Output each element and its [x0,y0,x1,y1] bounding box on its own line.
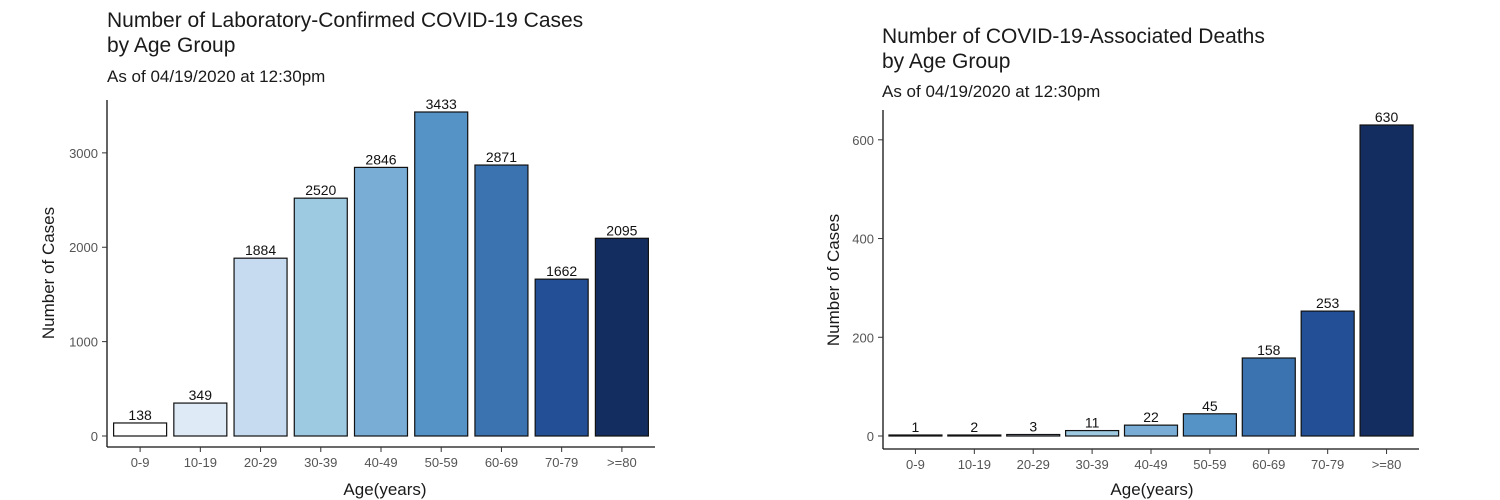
cases-x-tick-label: 30-39 [304,455,337,470]
cases-y-tick-label: 2000 [69,240,98,255]
cases-x-tick-label: 70-79 [545,455,578,470]
deaths-chart-title: Number of COVID-19-Associated Deaths by … [882,24,1265,74]
deaths-y-axis-title: Number of Cases [824,214,843,346]
cases-bar-0-9 [113,422,168,437]
cases-bar->=80 [594,237,649,437]
cases-chart-title: Number of Laboratory-Confirmed COVID-19 … [107,8,583,58]
cases-bar-50-59 [414,111,469,437]
cases-y-tick-label: 1000 [69,335,98,350]
cases-x-axis-title: Age(years) [343,480,426,499]
deaths-data-label: 630 [1375,109,1399,125]
cases-data-label: 1884 [245,242,276,258]
cases-y-tick-label: 0 [91,429,98,444]
deaths-x-tick-label: 30-39 [1075,457,1108,472]
deaths-bar-30-39 [1065,429,1120,437]
deaths-bar-50-59 [1182,413,1237,437]
cases-y-tick-label: 3000 [69,146,98,161]
deaths-bar-40-49 [1123,424,1179,437]
deaths-bar->=80 [1359,124,1414,437]
deaths-bar-70-79 [1300,310,1355,437]
deaths-x-axis-title: Age(years) [1110,480,1193,499]
deaths-data-label: 1 [912,419,920,435]
deaths-bar-0-9 [888,434,943,437]
cases-bar-chart: Number of Cases Age(years) 0 1000 2000 3000… [39,96,655,499]
cases-x-tick-label: >=80 [607,455,637,470]
cases-data-label: 2871 [486,149,517,165]
cases-chart: Number of Laboratory-Confirmed COVID-19 … [39,8,655,499]
deaths-data-label: 2 [970,419,978,435]
deaths-data-label: 3 [1029,419,1037,435]
cases-bar-70-79 [534,278,589,437]
deaths-data-label: 45 [1202,398,1218,414]
deaths-bar-10-19 [947,434,1002,437]
deaths-data-label: 253 [1316,295,1340,311]
deaths-bar-60-69 [1241,357,1296,437]
cases-y-axis-title: Number of Cases [39,207,58,339]
cases-x-tick-label: 50-59 [425,455,458,470]
cases-bar-40-49 [353,166,409,437]
deaths-x-tick-label: 0-9 [906,457,925,472]
deaths-x-tick-label: 40-49 [1134,457,1167,472]
cases-data-label: 2520 [305,182,336,198]
deaths-chart: Number of COVID-19-Associated Deaths by … [750,0,1500,500]
deaths-y-tick-label: 0 [867,429,874,444]
cases-data-label: 3433 [426,96,457,112]
cases-bar-20-29 [233,257,288,437]
cases-data-label: 138 [128,407,152,423]
cases-data-label: 349 [189,387,213,403]
deaths-x-tick-label: 20-29 [1017,457,1050,472]
cases-x-tick-label: 20-29 [244,455,277,470]
deaths-y-tick-label: 400 [852,232,874,247]
cases-bar-30-39 [293,197,348,437]
cases-bar-60-69 [474,164,529,437]
deaths-data-label: 11 [1085,415,1100,431]
cases-title-line1: Number of Laboratory-Confirmed COVID-19 … [107,9,584,32]
deaths-x-tick-label: 70-79 [1311,457,1344,472]
deaths-x-tick-label: 10-19 [958,457,991,472]
cases-x-tick-label: 10-19 [184,455,217,470]
deaths-x-tick-label: 60-69 [1252,457,1285,472]
cases-x-tick-label: 60-69 [485,455,518,470]
deaths-title-line1: Number of COVID-19-Associated Deaths [882,25,1265,48]
deaths-bar-20-29 [1006,433,1061,437]
deaths-x-tick-label: 50-59 [1193,457,1226,472]
cases-data-label: 2095 [606,222,637,238]
deaths-bar-chart: Number of Cases Age(years) 020040060010-… [824,109,1419,499]
deaths-y-tick-label: 600 [852,133,874,148]
deaths-data-label: 158 [1257,342,1281,358]
cases-x-tick-label: 0-9 [131,455,150,470]
cases-title-line2: by Age Group [107,34,236,57]
cases-data-label: 2846 [365,151,396,167]
deaths-y-tick-label: 200 [852,330,874,345]
deaths-x-tick-label: >=80 [1372,457,1402,472]
deaths-title-line2: by Age Group [882,50,1011,73]
cases-data-label: 1662 [546,263,577,279]
cases-bar-10-19 [173,402,228,437]
cases-x-tick-label: 40-49 [364,455,397,470]
deaths-data-label: 22 [1143,409,1159,425]
cases-chart-subtitle: As of 04/19/2020 at 12:30pm [107,67,326,86]
deaths-chart-subtitle: As of 04/19/2020 at 12:30pm [882,82,1101,101]
